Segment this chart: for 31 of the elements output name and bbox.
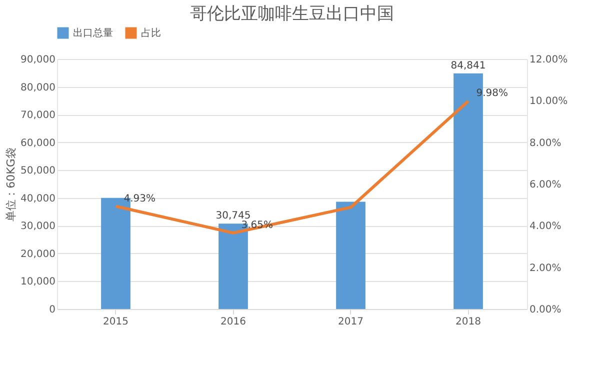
y2-tick-label: 0.00% [530,304,562,316]
x-tick-label: 2016 [220,316,246,328]
y2-tick-label: 10.00% [530,96,568,108]
x-tick-label: 2017 [338,316,364,328]
data-label: 3.65% [241,220,274,231]
y2-tick-label: 4.00% [530,221,562,232]
y2-tick-label: 2.00% [530,262,562,274]
y-tick-label: 20,000 [20,248,56,260]
legend-label: 占比 [141,27,161,39]
chart-title: 哥伦比亚咖啡生豆出口中国 [190,4,394,24]
y-tick-label: 80,000 [20,82,56,94]
y-tick-label: 40,000 [20,193,56,204]
y-tick-label: 10,000 [20,276,56,288]
legend-label: 出口总量 [73,27,113,39]
x-tick-label: 2018 [456,316,481,328]
y-tick-label: 30,000 [20,221,56,232]
y2-tick-label: 8.00% [530,138,562,149]
y2-tick-label: 12.00% [530,54,568,66]
y-tick-label: 70,000 [20,110,56,122]
data-label: 30,745 [216,210,251,222]
y2-tick-label: 6.00% [530,180,562,190]
y-tick-label: 50,000 [20,166,56,177]
y-axis-title: 单位：60KG袋 [4,148,18,222]
line-series [114,100,470,234]
data-label: 4.93% [124,193,156,204]
bar [336,202,366,309]
y-tick-label: 90,000 [20,54,56,66]
x-tick-label: 2015 [103,316,128,328]
data-label: 84,841 [450,60,486,72]
y-tick-label: 60,000 [20,138,56,149]
y-tick-label: 0 [49,304,56,316]
